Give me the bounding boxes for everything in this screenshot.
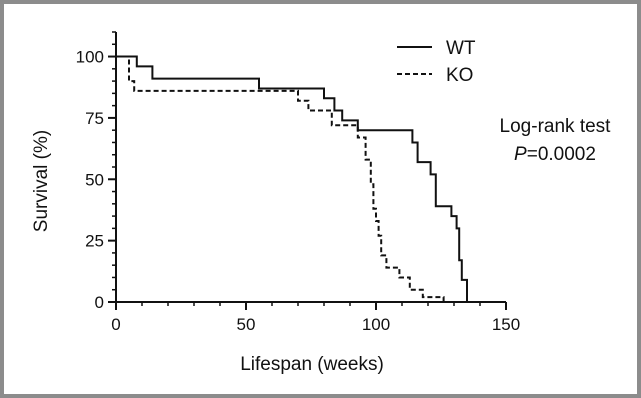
x-tick-label: 100: [362, 315, 390, 334]
y-tick-label: 100: [76, 48, 104, 67]
annotation: Log-rank test P=0.0002: [500, 116, 612, 165]
survival-curves: [116, 55, 486, 303]
y-axis-title: Survival (%): [31, 130, 52, 232]
y-tick-label: 75: [85, 109, 104, 128]
x-tick-label: 0: [111, 315, 120, 334]
y-tick-label: 0: [95, 293, 104, 312]
series-wt-line: [116, 55, 486, 303]
x-axis-title: Lifespan (weeks): [240, 354, 384, 375]
x-tick-label: 50: [237, 315, 256, 334]
y-tick-label: 50: [85, 170, 104, 189]
legend-label-ko: KO: [446, 65, 473, 86]
x-tick-label: 150: [492, 315, 520, 334]
legend: WT KO: [397, 38, 476, 86]
logrank-label: Log-rank test: [500, 116, 612, 137]
p-value: =0.0002: [527, 144, 596, 165]
series-ko-line: [116, 55, 445, 302]
p-symbol: P: [514, 144, 527, 165]
y-tick-label: 25: [85, 232, 104, 251]
axes: 0 25 50 75 100 0 50 100 150: [76, 31, 520, 334]
p-value-label: P=0.0002: [514, 144, 596, 165]
legend-label-wt: WT: [446, 38, 476, 59]
